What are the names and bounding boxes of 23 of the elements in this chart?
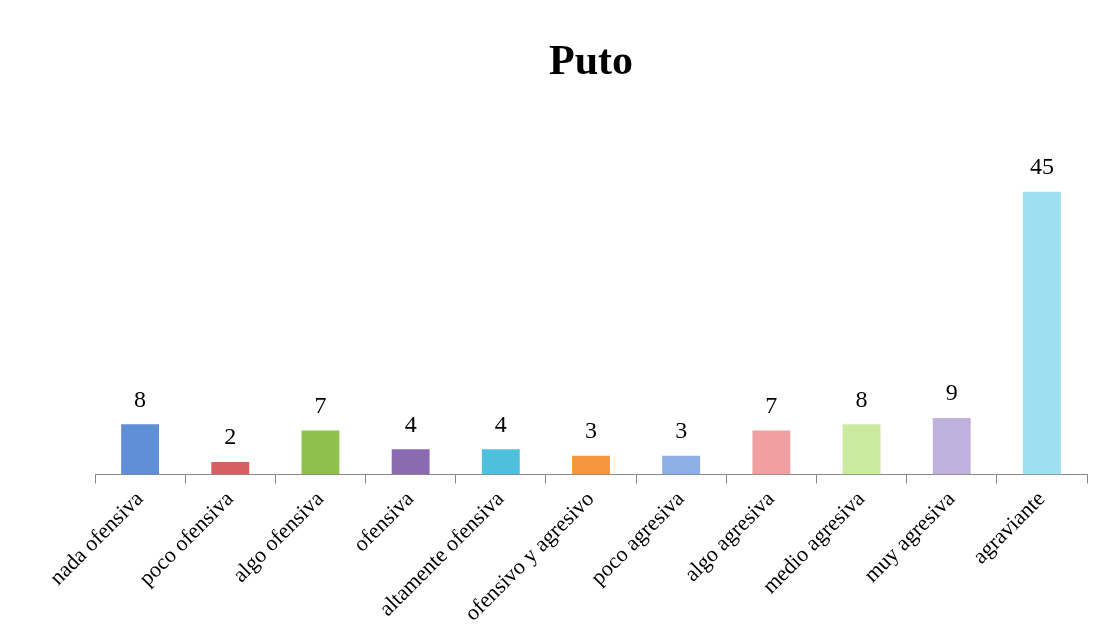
bar bbox=[662, 455, 701, 475]
data-label: 4 bbox=[404, 410, 417, 437]
data-label: 7 bbox=[314, 391, 327, 418]
data-label: 8 bbox=[855, 385, 868, 412]
data-label: 3 bbox=[675, 416, 688, 443]
data-label: 7 bbox=[765, 391, 778, 418]
bar bbox=[211, 461, 250, 475]
data-label: 8 bbox=[134, 385, 147, 412]
bar bbox=[572, 455, 610, 475]
bar bbox=[752, 430, 791, 475]
bar bbox=[391, 449, 430, 475]
data-label: 4 bbox=[494, 410, 507, 437]
bar bbox=[121, 424, 160, 475]
bar bbox=[481, 449, 520, 475]
data-label: 2 bbox=[224, 423, 237, 450]
data-label: 3 bbox=[585, 416, 597, 443]
data-label: 9 bbox=[945, 379, 958, 406]
chart-title: Puto bbox=[549, 37, 633, 84]
data-label: 45 bbox=[1029, 152, 1054, 179]
bar bbox=[932, 417, 971, 475]
bar bbox=[1022, 191, 1061, 475]
bar bbox=[842, 424, 881, 475]
bar bbox=[301, 430, 340, 475]
